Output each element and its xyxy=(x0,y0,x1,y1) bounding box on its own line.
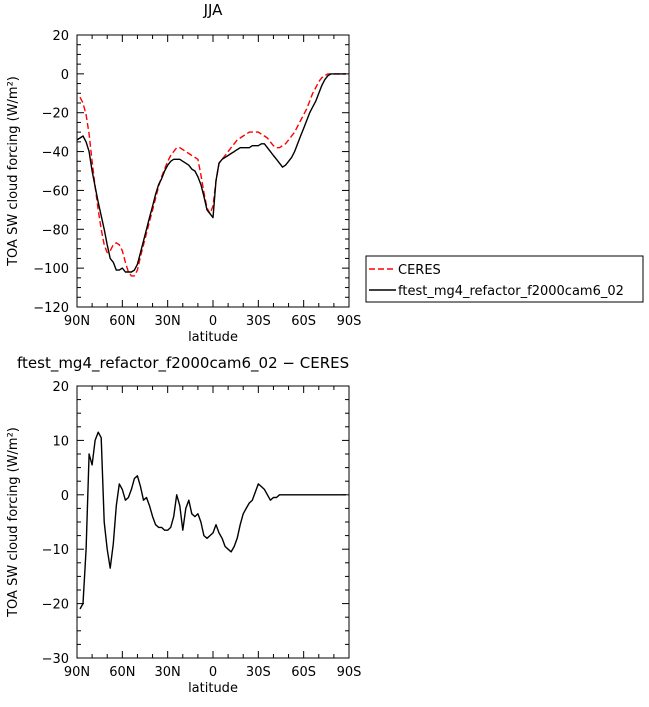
y-tick-label: −20 xyxy=(42,598,69,613)
y-tick-label: 20 xyxy=(52,29,69,44)
legend-label-0: CERES xyxy=(398,263,441,278)
x-tick-label: 30S xyxy=(246,314,271,329)
x-axis-label: latitude xyxy=(188,681,238,696)
x-tick-label: 60N xyxy=(109,665,135,680)
x-tick-label: 30S xyxy=(246,665,271,680)
chart-title: JJA xyxy=(203,1,224,19)
y-tick-label: −100 xyxy=(33,262,69,277)
x-axis-label: latitude xyxy=(188,330,238,345)
y-tick-label: −10 xyxy=(42,543,69,558)
x-tick-label: 90N xyxy=(64,314,90,329)
x-tick-label: 90S xyxy=(337,665,362,680)
y-tick-label: 10 xyxy=(52,434,69,449)
series-line-0 xyxy=(79,431,346,610)
x-tick-label: 30N xyxy=(155,314,181,329)
y-tick-label: −20 xyxy=(42,107,69,122)
y-tick-label: 20 xyxy=(52,380,69,395)
x-tick-label: 90S xyxy=(337,314,362,329)
chart-title: ftest_mg4_refactor_f2000cam6_02 − CERES xyxy=(17,354,349,373)
y-tick-label: −60 xyxy=(42,184,69,199)
y-tick-label: −80 xyxy=(42,223,69,238)
x-tick-label: 90N xyxy=(64,665,90,680)
legend-label-1: ftest_mg4_refactor_f2000cam6_02 xyxy=(398,284,624,299)
legend-box xyxy=(365,255,644,303)
y-axis-label: TOA SW cloud forcing (W/m²) xyxy=(6,427,21,618)
x-tick-label: 30N xyxy=(155,665,181,680)
y-tick-label: −30 xyxy=(42,652,69,667)
series-line-0 xyxy=(79,73,346,277)
x-tick-label: 0 xyxy=(209,314,217,329)
x-tick-label: 60S xyxy=(291,314,316,329)
x-tick-label: 60S xyxy=(291,665,316,680)
x-tick-label: 0 xyxy=(209,665,217,680)
y-tick-label: 0 xyxy=(61,489,69,504)
y-tick-label: −120 xyxy=(33,301,69,316)
y-axis-label: TOA SW cloud forcing (W/m²) xyxy=(6,76,21,267)
plot-frame xyxy=(76,385,350,659)
y-tick-label: −40 xyxy=(42,146,69,161)
plot-frame xyxy=(76,34,350,308)
x-tick-label: 60N xyxy=(109,314,135,329)
series-line-1 xyxy=(76,73,346,273)
y-tick-label: 0 xyxy=(61,68,69,83)
